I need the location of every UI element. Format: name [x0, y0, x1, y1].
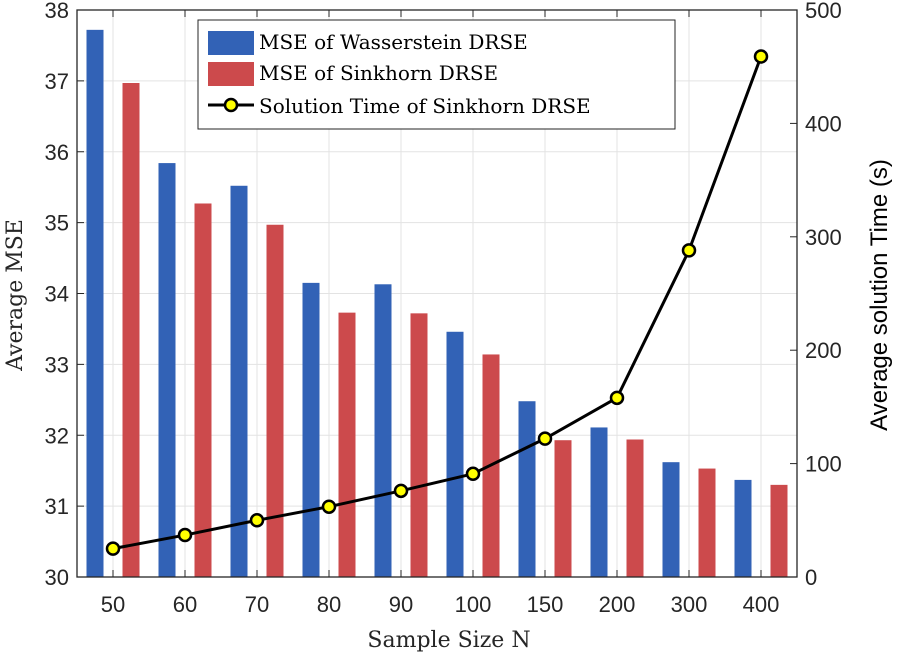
y2-tick-label: 200: [805, 338, 842, 363]
bar-wasserstein: [518, 401, 536, 577]
y-axis-label: Average MSE: [3, 219, 28, 372]
solution-time-polyline: [112, 55, 763, 551]
y2-tick-label: 500: [805, 0, 842, 23]
legend-swatch-wasserstein: [208, 31, 254, 55]
bar-wasserstein: [446, 331, 464, 577]
y2-tick-label: 100: [805, 452, 842, 477]
bar-sinkhorn: [698, 468, 716, 577]
bar-sinkhorn: [554, 440, 572, 577]
bar-sinkhorn: [122, 83, 140, 577]
x-axis-label: Sample Size N: [367, 628, 530, 653]
bar-sinkhorn: [266, 224, 284, 577]
solution-time-point: [465, 466, 481, 482]
y-tick-label: 35: [45, 211, 69, 236]
bar-wasserstein: [374, 284, 392, 577]
bar-sinkhorn: [194, 203, 212, 577]
legend-swatch-sinkhorn: [208, 62, 254, 86]
tick-labels: 30 31 32 33 34 35 36 37 38 0 100 200 300 400 500 50 60 70…: [45, 0, 842, 617]
bar-wasserstein: [86, 29, 104, 578]
x-tick-label: 80: [317, 592, 341, 617]
y-tick-label: 33: [45, 352, 69, 377]
legend-box: [197, 19, 676, 130]
plot-frame: [76, 9, 798, 578]
x-tick-label: 150: [527, 592, 564, 617]
y2-axis-label: Average solution Time (s): [866, 159, 893, 431]
bar-wasserstein: [302, 282, 320, 577]
legend: MSE of Wasserstein DRSE MSE of Sinkhorn …: [197, 19, 676, 130]
legend-label-wasserstein: MSE of Wasserstein DRSE: [259, 30, 528, 54]
solution-time-point: [177, 527, 193, 543]
y-tick-label: 31: [45, 494, 69, 519]
y2-tick-label: 300: [805, 225, 842, 250]
legend-label-sinkhorn: MSE of Sinkhorn DRSE: [259, 61, 498, 85]
bar-sinkhorn: [770, 484, 788, 577]
y2-tick-label: 0: [805, 565, 817, 590]
solution-time-point: [609, 390, 625, 406]
y-tick-label: 37: [45, 69, 69, 94]
solution-time-point: [249, 513, 265, 528]
y-tick-label: 36: [45, 140, 69, 165]
x-tick-label: 200: [599, 592, 636, 617]
bar-sinkhorn: [410, 313, 428, 577]
legend-marker-solution-time: [223, 97, 239, 113]
y-tick-label: 38: [45, 0, 69, 23]
bar-wasserstein: [230, 185, 248, 577]
y-tick-label: 30: [45, 565, 69, 590]
solution-time-point: [681, 243, 697, 258]
x-tick-label: 60: [173, 592, 197, 617]
solution-time-point: [537, 431, 553, 446]
bar-wasserstein: [590, 427, 608, 577]
x-tick-label: 100: [455, 592, 492, 617]
y-tick-label: 34: [45, 282, 69, 307]
bar-wasserstein: [158, 163, 176, 577]
x-tick-label: 70: [245, 592, 269, 617]
solution-time-point: [321, 499, 337, 514]
legend-label-solution-time: Solution Time of Sinkhorn DRSE: [259, 94, 591, 118]
bar-wasserstein: [662, 462, 680, 577]
solution-time-line: [105, 49, 769, 556]
bar-wasserstein: [734, 479, 752, 577]
y-tick-label: 32: [45, 423, 69, 448]
bar-sinkhorn: [626, 439, 644, 577]
solution-time-point: [105, 541, 121, 556]
x-tick-label: 400: [743, 592, 780, 617]
solution-time-point: [753, 49, 769, 64]
x-tick-label: 50: [101, 592, 125, 617]
bars: [86, 29, 788, 578]
y2-tick-label: 400: [805, 111, 842, 136]
x-tick-label: 90: [389, 592, 413, 617]
solution-time-point: [393, 483, 409, 499]
bar-sinkhorn: [338, 312, 356, 577]
x-tick-label: 300: [671, 592, 708, 617]
axes: [76, 9, 798, 578]
